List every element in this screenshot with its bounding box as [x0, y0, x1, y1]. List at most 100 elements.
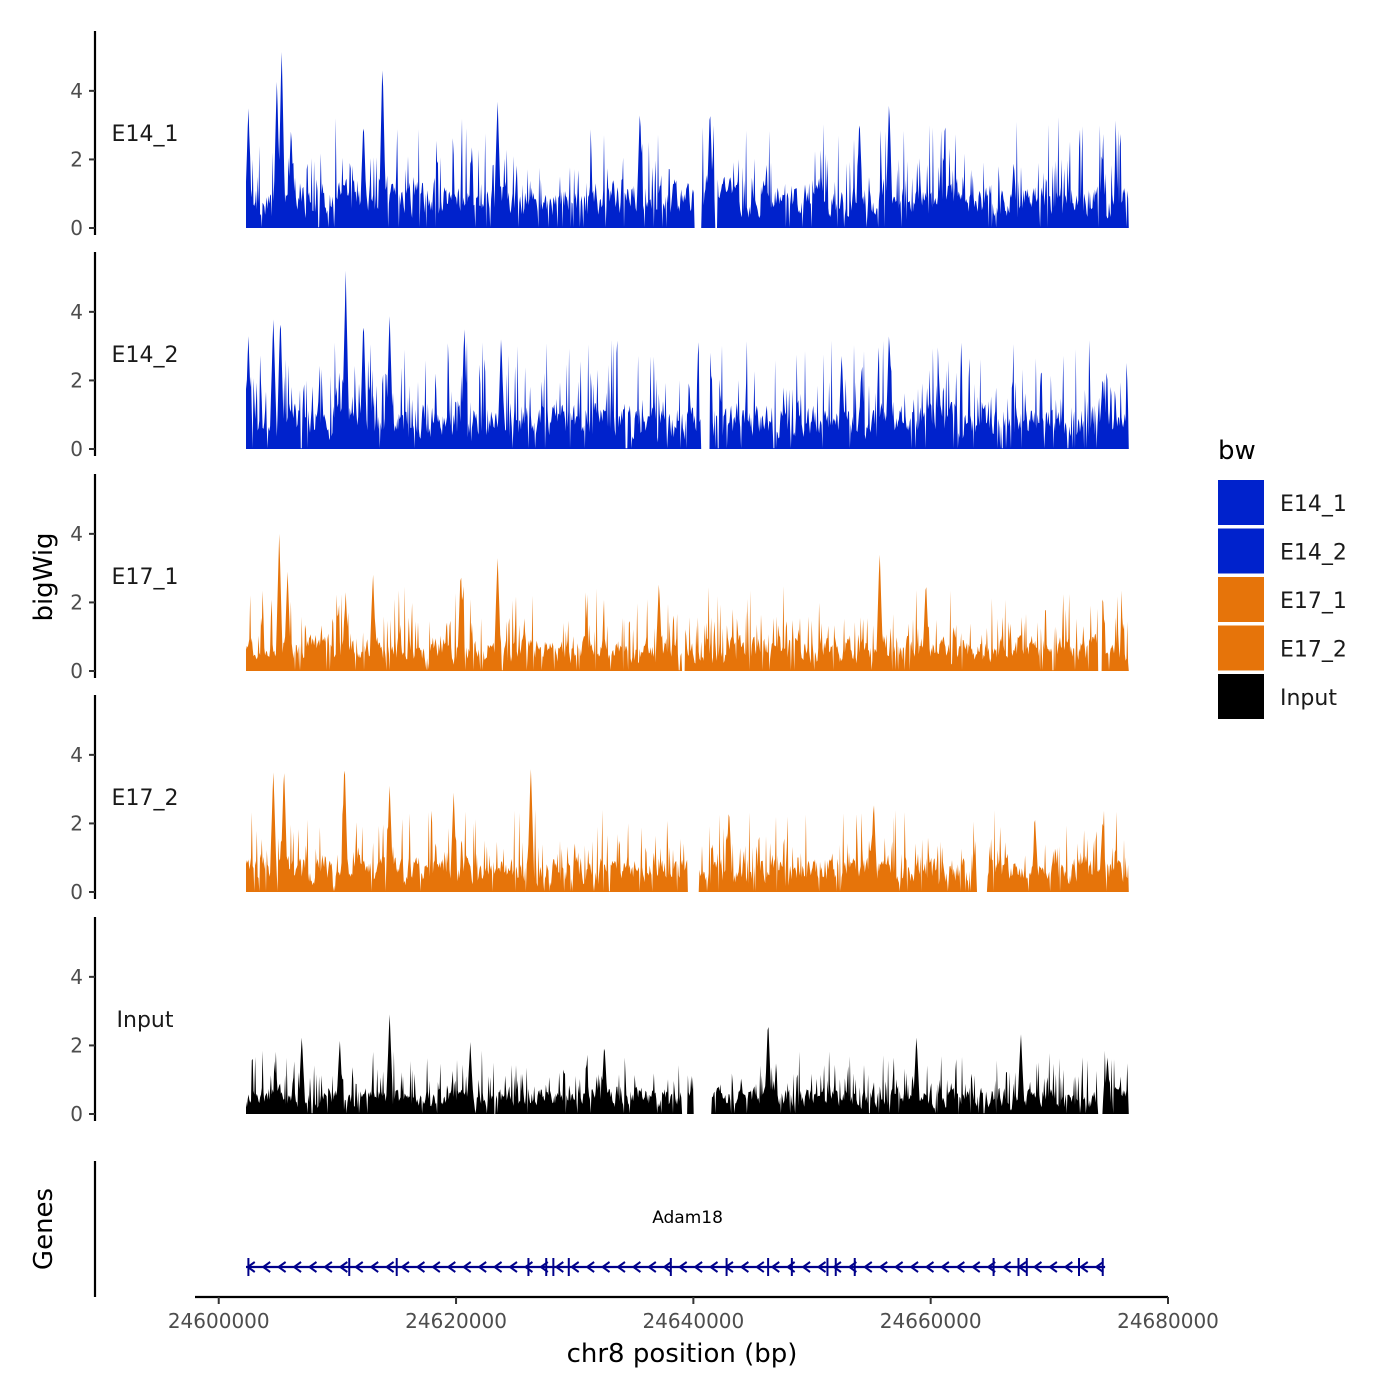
legend-swatch-Input [1218, 674, 1264, 719]
y-tick-label: 4 [70, 743, 83, 767]
track-label: Input [117, 1008, 174, 1033]
x-tick-label: 24640000 [642, 1309, 744, 1333]
coverage-area-E17_2 [246, 769, 1129, 892]
strand-arrow-icon [863, 1261, 873, 1273]
coverage-area-E14_1 [246, 52, 1129, 228]
strand-arrow-icon [323, 1261, 333, 1273]
legend-label-E17_1: E17_1 [1280, 589, 1347, 614]
gene-Adam18: Adam18 [246, 1208, 1106, 1276]
strand-arrow-icon [909, 1261, 919, 1273]
x-tick-label: 24680000 [1117, 1309, 1219, 1333]
coverage-area-Input [246, 1014, 1129, 1114]
strand-arrow-icon [662, 1261, 672, 1273]
y-tick-label: 2 [70, 147, 83, 171]
legend-swatch-E14_1 [1218, 480, 1264, 525]
strand-arrow-icon [569, 1261, 580, 1273]
y-tick-label: 2 [70, 811, 83, 835]
y-tick-label: 0 [70, 659, 83, 683]
strand-arrow-icon [816, 1261, 827, 1273]
strand-arrow-icon [523, 1261, 534, 1273]
x-tick-label: 24620000 [405, 1309, 507, 1333]
legend-swatch-E14_2 [1218, 528, 1264, 574]
strand-arrow-icon [384, 1261, 395, 1273]
legend-swatch-E17_1 [1218, 577, 1264, 622]
legend-label-E14_2: E14_2 [1280, 541, 1347, 566]
y-tick-label: 2 [70, 368, 83, 392]
strand-arrow-icon [307, 1261, 318, 1273]
y-tick-label: 0 [70, 216, 83, 240]
track-label: E14_1 [112, 122, 179, 147]
strand-arrow-icon [415, 1261, 426, 1273]
x-axis: 24600000 24620000 24640000 24660000 24680000 [168, 1295, 1219, 1333]
strand-arrow-icon [878, 1261, 888, 1273]
strand-arrow-icon [940, 1261, 950, 1273]
strand-arrow-icon [616, 1261, 626, 1273]
coverage-area-E14_2 [246, 270, 1129, 449]
track-label: E17_1 [112, 565, 179, 590]
track-E14_1: 0 2 4 E14_1 [70, 31, 1129, 240]
strand-arrow-icon [801, 1261, 811, 1273]
strand-arrow-icon [647, 1261, 657, 1273]
strand-arrow-icon [338, 1261, 348, 1273]
strand-arrow-icon [462, 1261, 472, 1273]
strand-arrow-icon [770, 1261, 780, 1273]
y-tick-label: 0 [70, 880, 83, 904]
y-tick-label: 4 [70, 300, 83, 324]
strand-arrow-icon [261, 1261, 271, 1273]
strand-arrow-icon [369, 1261, 379, 1273]
track-label: E14_2 [112, 343, 179, 368]
strand-arrow-icon [693, 1261, 703, 1273]
strand-arrow-icon [431, 1261, 441, 1273]
strand-arrow-icon [492, 1261, 503, 1273]
track-E14_2: 0 2 4 E14_2 [70, 252, 1129, 461]
strand-arrow-icon [276, 1261, 287, 1273]
strand-arrow-icon [508, 1261, 518, 1273]
strand-arrow-icon [708, 1261, 719, 1273]
legend-label-Input: Input [1280, 686, 1337, 711]
strand-arrow-icon [971, 1261, 981, 1273]
strand-arrow-icon [446, 1261, 456, 1273]
x-axis-title: chr8 position (bp) [567, 1339, 798, 1369]
strand-arrow-icon [554, 1261, 564, 1273]
strand-arrow-icon [955, 1261, 965, 1273]
strand-arrow-icon [755, 1261, 765, 1273]
y-tick-label: 2 [70, 590, 83, 614]
y-axis-title: bigWig [29, 532, 59, 621]
strand-arrow-icon [400, 1261, 410, 1273]
legend-swatch-E17_2 [1218, 625, 1264, 671]
coverage-area-E17_1 [246, 533, 1129, 671]
bigwig-tracks: 0 2 4 E14_1 0 2 4 E14_2 0 2 4 E17_1 0 2 4 E17_2 0 2 4 Input [70, 31, 1129, 1126]
strand-arrow-icon [1094, 1261, 1104, 1273]
strand-arrow-icon [631, 1261, 641, 1273]
track-E17_2: 0 2 4 E17_2 [70, 695, 1129, 904]
strand-arrow-icon [585, 1261, 595, 1273]
strand-arrow-icon [354, 1261, 364, 1273]
track-Input: 0 2 4 Input [70, 917, 1129, 1126]
track-label: E17_2 [112, 786, 179, 811]
strand-arrow-icon [292, 1261, 302, 1273]
y-tick-label: 4 [70, 79, 83, 103]
strand-arrow-icon [832, 1261, 842, 1273]
y-tick-label: 0 [70, 437, 83, 461]
strand-arrow-icon [1001, 1261, 1012, 1273]
gene-label: Adam18 [652, 1208, 723, 1228]
y-tick-label: 4 [70, 965, 83, 989]
strand-arrow-icon [477, 1261, 487, 1273]
strand-arrow-icon [893, 1261, 904, 1273]
genes-axis-title: Genes [29, 1188, 59, 1270]
strand-arrow-icon [924, 1261, 935, 1273]
legend-title: bw [1218, 436, 1256, 466]
legend: bw E14_1 E14_2 E17_1 E17_2 Input [1218, 436, 1347, 719]
strand-arrow-icon [1032, 1261, 1043, 1273]
track-E17_1: 0 2 4 E17_1 [70, 474, 1129, 683]
x-tick-label: 24660000 [880, 1309, 982, 1333]
strand-arrow-icon [677, 1261, 688, 1273]
y-tick-label: 4 [70, 522, 83, 546]
strand-arrow-icon [739, 1261, 749, 1273]
x-tick-label: 24600000 [168, 1309, 270, 1333]
legend-label-E17_2: E17_2 [1280, 638, 1347, 663]
legend-label-E14_1: E14_1 [1280, 492, 1347, 517]
y-tick-label: 0 [70, 1102, 83, 1126]
y-tick-label: 2 [70, 1033, 83, 1057]
